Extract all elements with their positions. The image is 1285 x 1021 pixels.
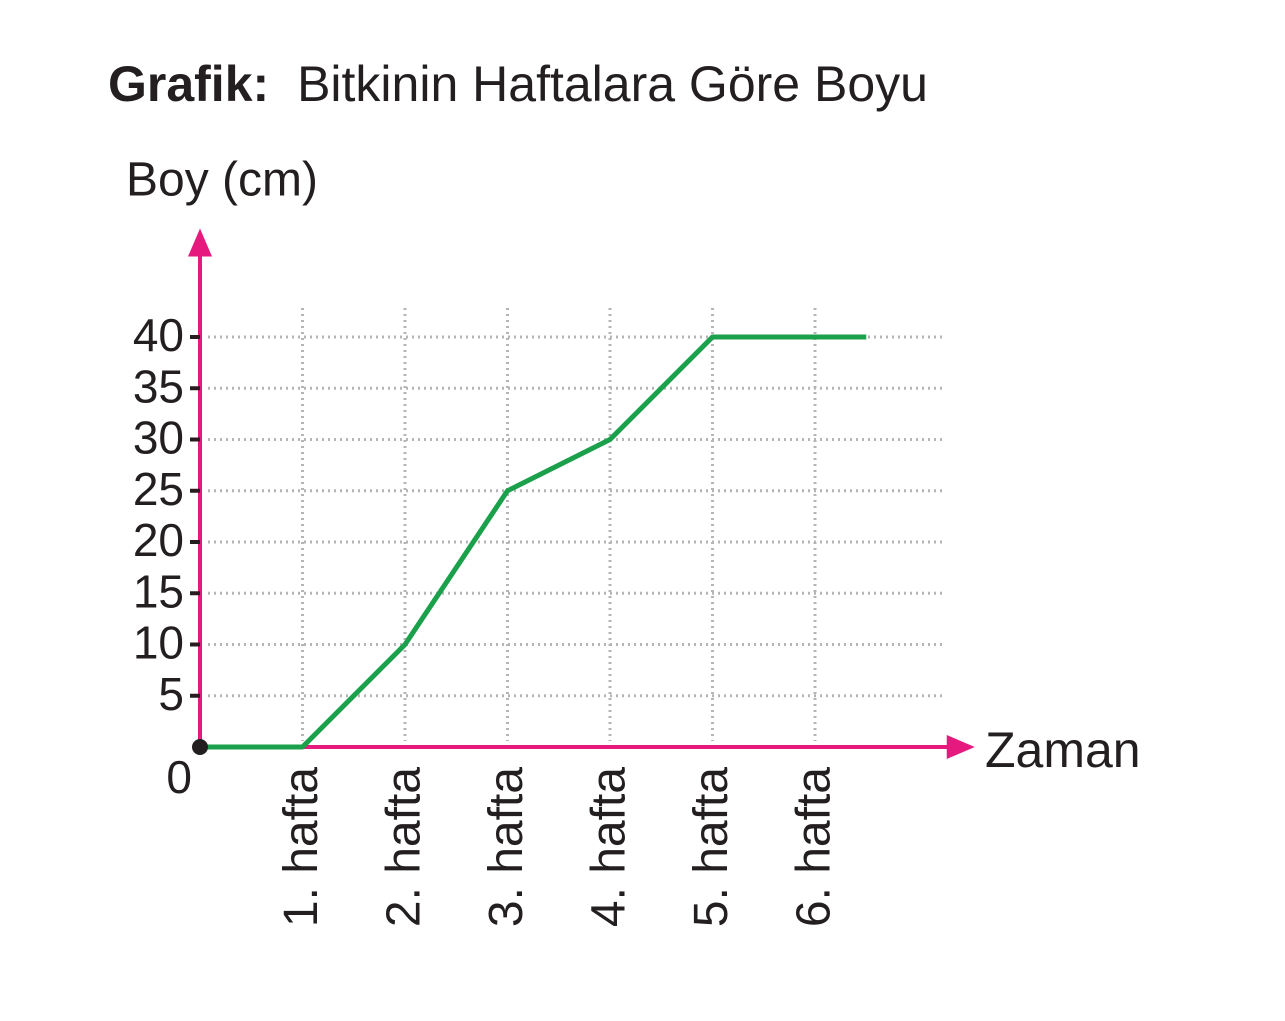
y-tick-label: 35 — [133, 360, 184, 412]
x-tick-label: 1. hafta — [275, 767, 328, 927]
x-axis-arrow — [946, 735, 975, 759]
data-line — [200, 334, 867, 750]
y-tick-label: 0 — [166, 751, 192, 803]
chart-title: Grafik: Bitkinin Haftalara Göre Boyu — [108, 56, 928, 112]
y-axis-arrow — [188, 228, 212, 257]
y-axis-label: Boy (cm) — [126, 154, 318, 207]
x-tick-label: 5. hafta — [685, 767, 738, 927]
y-tick-label: 25 — [133, 463, 184, 515]
x-tick-label: 6. hafta — [788, 767, 841, 927]
origin-dot — [192, 739, 208, 755]
title-text: Bitkinin Haftalara Göre Boyu — [297, 56, 928, 112]
title-label: Grafik: — [108, 56, 269, 112]
y-tick-label: 20 — [133, 514, 184, 566]
x-tick-label: 4. hafta — [583, 767, 636, 927]
x-axis-label: Zaman — [985, 722, 1141, 778]
y-tick-label: 40 — [133, 309, 184, 361]
y-tick-label: 30 — [133, 412, 184, 464]
y-tick-label: 15 — [133, 565, 184, 617]
y-tick-label: 10 — [133, 617, 184, 669]
x-tick-label: 2. hafta — [378, 767, 431, 927]
x-tick-label: 3. hafta — [480, 767, 533, 927]
y-tick-label: 5 — [158, 668, 184, 720]
